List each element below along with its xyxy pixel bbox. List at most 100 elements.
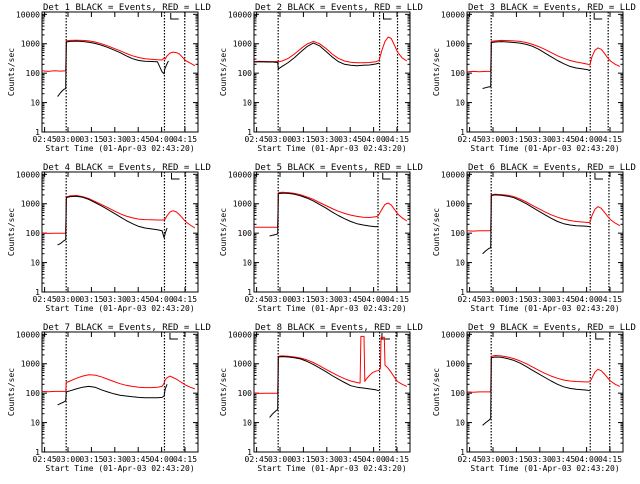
x-tick-label: 02:45: [33, 455, 57, 464]
x-tick-label: 03:00: [268, 455, 292, 464]
x-tick-label: 02:45: [33, 135, 57, 144]
x-tick-label: 03:30: [103, 455, 127, 464]
plot-frame: [466, 171, 624, 293]
interval-marker: [170, 13, 179, 20]
chart-panel-4: Det 4 BLACK = Events, RED = LLD 1 10 100 100…: [7, 163, 211, 313]
x-tick-label: 03:30: [528, 295, 552, 304]
x-tick-label: 04:15: [173, 295, 197, 304]
series-line-events: [269, 356, 380, 418]
series-line-lld: [254, 335, 408, 394]
series-line-lld: [467, 355, 621, 393]
x-tick-label: 04:00: [150, 295, 174, 304]
x-tick-label: 03:15: [79, 295, 103, 304]
x-axis-label: Start Time (01-Apr-03 02:43:20): [45, 304, 194, 313]
x-tick-label: 03:45: [126, 135, 150, 144]
series-line-lld: [42, 374, 196, 393]
plot-frame: [41, 331, 199, 453]
y-tick-label: 1000: [21, 360, 40, 369]
y-tick-label: 10000: [441, 330, 465, 339]
y-tick-label: 10000: [228, 170, 252, 179]
y-tick-label: 10: [30, 99, 40, 108]
series-line-lld: [42, 195, 196, 234]
interval-marker: [594, 173, 603, 180]
x-tick-label: 04:00: [575, 455, 599, 464]
chart-title: Det 9 BLACK = Events, RED = LLD: [468, 323, 636, 333]
y-tick-label: 100: [451, 229, 466, 238]
chart-panel-1: Det 1 BLACK = Events, RED = LLD 1 10 100 100…: [7, 3, 211, 153]
y-tick-label: 1: [460, 288, 465, 297]
x-tick-label: 03:45: [338, 295, 362, 304]
data-area: [254, 12, 408, 132]
x-axis-label: Start Time (01-Apr-03 02:43:20): [45, 144, 194, 153]
plot-frame: [466, 11, 624, 133]
x-axis-label: Start Time (01-Apr-03 02:43:20): [257, 304, 406, 313]
data-area: [42, 12, 196, 132]
y-tick-label: 1: [247, 288, 252, 297]
x-tick-label: 03:45: [126, 455, 150, 464]
x-tick-label: 02:45: [245, 295, 269, 304]
x-tick-label: 03:45: [338, 455, 362, 464]
chart-panel-8: Det 8 BLACK = Events, RED = LLD 1 10 100 100…: [219, 323, 423, 473]
y-tick-label: 1000: [233, 360, 252, 369]
y-tick-label: 1: [35, 128, 40, 137]
x-tick-label: 03:15: [504, 135, 528, 144]
x-tick-label: 03:00: [56, 455, 80, 464]
x-tick-label: 03:00: [481, 135, 505, 144]
y-tick-label: 10000: [16, 10, 40, 19]
x-axis-label: Start Time (01-Apr-03 02:43:20): [470, 304, 619, 313]
interval-marker: [595, 333, 604, 340]
series-line-events: [482, 356, 591, 426]
chart-title: Det 7 BLACK = Events, RED = LLD: [43, 323, 211, 333]
series-line-events: [57, 40, 169, 97]
x-axis-label: Start Time (01-Apr-03 02:43:20): [257, 144, 406, 153]
interval-marker: [382, 173, 391, 180]
y-tick-label: 10000: [441, 10, 465, 19]
x-tick-label: 04:15: [173, 135, 197, 144]
y-tick-label: 1: [247, 448, 252, 457]
data-area: [467, 12, 621, 132]
x-tick-label: 03:15: [79, 135, 103, 144]
x-tick-label: 03:45: [551, 455, 575, 464]
y-tick-label: 10: [30, 259, 40, 268]
data-area: [254, 332, 408, 452]
x-axis-label: Start Time (01-Apr-03 02:43:20): [470, 144, 619, 153]
chart-panel-6: Det 6 BLACK = Events, RED = LLD 1 10 100 100…: [432, 163, 636, 313]
x-tick-label: 03:30: [528, 135, 552, 144]
x-tick-label: 03:15: [291, 295, 315, 304]
x-tick-label: 03:00: [268, 135, 292, 144]
x-tick-label: 04:00: [362, 295, 386, 304]
series-line-lld: [467, 193, 621, 232]
y-tick-label: 1: [35, 448, 40, 457]
x-tick-label: 03:15: [504, 455, 528, 464]
y-axis-label: Counts/sec: [219, 368, 228, 416]
series-line-events: [254, 42, 380, 70]
x-tick-label: 02:45: [245, 455, 269, 464]
series-line-lld: [42, 39, 196, 72]
chart-panel-5: Det 5 BLACK = Events, RED = LLD 1 10 100 100…: [219, 163, 423, 313]
y-tick-label: 1000: [446, 200, 465, 209]
y-axis-label: Counts/sec: [7, 368, 16, 416]
y-axis-label: Counts/sec: [432, 48, 441, 96]
plot-frame: [253, 331, 411, 453]
y-axis-label: Counts/sec: [7, 48, 16, 96]
y-tick-label: 100: [238, 69, 253, 78]
data-area: [42, 332, 196, 452]
chart-panel-9: Det 9 BLACK = Events, RED = LLD 1 10 100 100…: [432, 323, 636, 473]
x-tick-label: 04:15: [598, 135, 622, 144]
y-tick-label: 10000: [228, 10, 252, 19]
x-tick-label: 03:45: [338, 135, 362, 144]
chart-title: Det 1 BLACK = Events, RED = LLD: [43, 3, 211, 13]
series-line-events: [482, 194, 590, 255]
chart-title: Det 6 BLACK = Events, RED = LLD: [468, 163, 636, 173]
x-tick-label: 03:15: [291, 455, 315, 464]
series-line-events: [269, 192, 378, 237]
data-area: [254, 172, 408, 292]
chart-title: Det 3 BLACK = Events, RED = LLD: [468, 3, 636, 13]
y-tick-label: 10000: [228, 330, 252, 339]
y-axis-label: Counts/sec: [219, 48, 228, 96]
series-line-lld: [254, 36, 408, 64]
x-tick-label: 04:15: [385, 455, 409, 464]
chart-title: Det 2 BLACK = Events, RED = LLD: [255, 3, 423, 13]
y-tick-label: 100: [451, 69, 466, 78]
y-tick-label: 1000: [446, 40, 465, 49]
